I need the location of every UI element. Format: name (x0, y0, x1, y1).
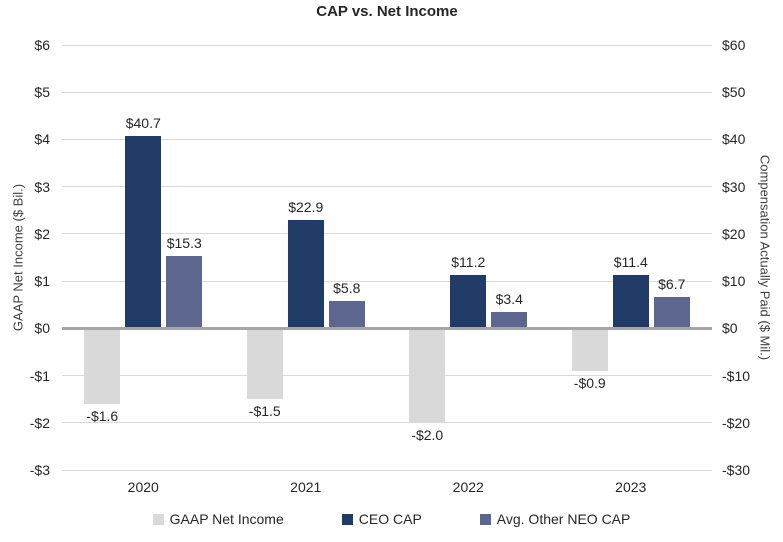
y-tick-label-right: $60 (722, 37, 746, 53)
left-axis-title: GAAP Net Income ($ Bil.) (10, 183, 26, 332)
gridline (62, 91, 712, 93)
legend-item: GAAP Net Income (152, 511, 284, 527)
data-label: $3.4 (495, 291, 523, 308)
right-axis-title: Compensation Actually Paid ($ Mil.) (757, 154, 773, 361)
x-axis-label: 2021 (290, 479, 322, 495)
legend-swatch-icon (479, 513, 491, 525)
y-tick-label-left: -$1 (29, 367, 50, 384)
data-label: $22.9 (288, 199, 324, 216)
y-tick-label-left: $3 (34, 178, 50, 195)
y-tick-label-left: $6 (34, 37, 50, 53)
bar-avg-other-neo-cap-2021 (328, 300, 365, 329)
bar-ceo-cap-2022 (450, 275, 487, 329)
data-label: -$0.9 (573, 374, 606, 391)
y-tick-label-left: $2 (34, 225, 50, 242)
y-tick-label-left: $0 (34, 320, 50, 337)
data-label: $15.3 (166, 235, 202, 252)
x-axis-label: 2022 (452, 479, 484, 495)
gridline (62, 469, 712, 471)
data-label: $6.7 (658, 275, 686, 292)
chart-title: CAP vs. Net Income (316, 3, 458, 20)
plot-area: -$1.6 $40.7 $15.3 -$1.5 $22.9 $5.8 -$2.0 $11.2 $… (62, 44, 712, 471)
y-tick-label-right: $10 (722, 273, 746, 290)
gridline (62, 280, 712, 282)
gridline (62, 375, 712, 377)
y-tick-label-left: $5 (34, 84, 50, 101)
legend-label: CEO CAP (358, 511, 422, 527)
y-tick-label-right: $0 (722, 320, 738, 337)
y-tick-label-right: -$20 (722, 414, 751, 431)
gridline (62, 186, 712, 188)
bar-avg-other-neo-cap-2022 (491, 312, 528, 329)
bar-ceo-cap-2020 (125, 136, 162, 329)
bar-gaap-net-income-2022 (409, 328, 446, 423)
legend-item: CEO CAP (341, 511, 422, 527)
data-label: -$2.0 (411, 426, 444, 443)
y-tick-label-left: $1 (34, 273, 50, 290)
legend: GAAP Net Income CEO CAP Avg. Other NEO CAP (0, 511, 783, 527)
bar-avg-other-neo-cap-2020 (166, 256, 203, 329)
gridline (62, 233, 712, 235)
y-tick-label-right: $20 (722, 225, 746, 242)
y-tick-label-right: $30 (722, 178, 746, 195)
y-tick-label-right: $50 (722, 84, 746, 101)
y-tick-label-right: -$30 (722, 462, 751, 478)
bar-gaap-net-income-2021 (246, 328, 283, 400)
y-tick-label-left: -$2 (29, 414, 50, 431)
legend-label: GAAP Net Income (169, 511, 284, 527)
legend-swatch-icon (152, 513, 164, 525)
y-tick-label-right: $40 (722, 131, 746, 148)
x-axis-label: 2023 (615, 479, 647, 495)
data-label: $11.4 (613, 253, 648, 270)
y-tick-label-right: -$10 (722, 367, 751, 384)
y-tick-label-left: -$3 (29, 462, 50, 478)
bar-avg-other-neo-cap-2023 (653, 296, 690, 329)
data-label: $5.8 (333, 279, 361, 296)
bar-ceo-cap-2021 (287, 220, 324, 329)
bar-gaap-net-income-2020 (84, 328, 121, 404)
gridline (62, 138, 712, 140)
legend-label: Avg. Other NEO CAP (496, 511, 631, 527)
legend-swatch-icon (341, 513, 353, 525)
zero-axis-line (62, 326, 712, 330)
x-axis-label: 2020 (127, 479, 159, 495)
data-label: -$1.5 (248, 403, 281, 420)
data-label: -$1.6 (86, 407, 119, 424)
data-label: $40.7 (125, 115, 161, 132)
y-tick-label-left: $4 (34, 131, 50, 148)
gridline (62, 44, 712, 46)
data-label: $11.2 (451, 254, 486, 271)
bar-gaap-net-income-2023 (571, 328, 608, 371)
gridline (62, 422, 712, 424)
bar-ceo-cap-2023 (612, 274, 649, 329)
legend-item: Avg. Other NEO CAP (479, 511, 631, 527)
